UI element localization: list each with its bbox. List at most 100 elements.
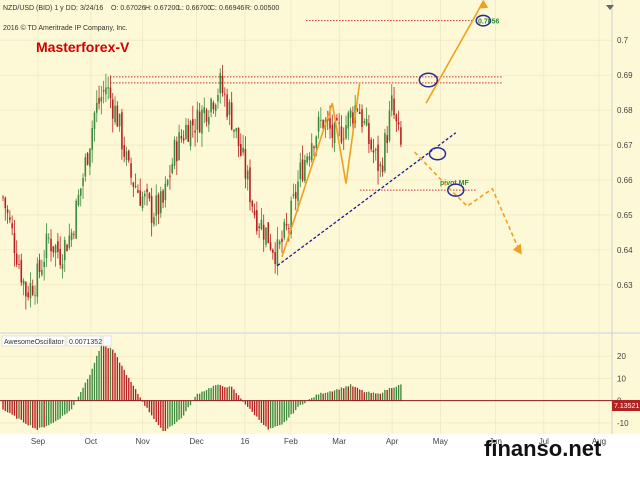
candle-body [224, 93, 226, 95]
candle-body [178, 132, 180, 161]
price-panel [0, 0, 612, 332]
candle-body [361, 109, 363, 128]
header-info: NZD/USD (BID) 1 y D D: 3/24/16 O: 0.6702… [3, 5, 279, 55]
candle-body [320, 119, 322, 121]
candle-body [148, 193, 151, 199]
candle-body [121, 112, 123, 150]
candle-body [352, 112, 354, 124]
candle-body [189, 121, 192, 147]
candle-body [102, 89, 105, 92]
candle-body [374, 149, 377, 151]
candle-body [41, 269, 43, 275]
candle-body [91, 128, 93, 150]
candle-body [283, 221, 286, 238]
price-axis-panel [612, 0, 640, 332]
candle-body [281, 238, 283, 243]
highlight-circle [428, 147, 447, 161]
candle-body [45, 233, 48, 259]
candle-body [253, 210, 256, 216]
candle-body [187, 124, 190, 142]
indicator-value-box [66, 335, 102, 347]
candle-body [34, 294, 36, 296]
candle-body [70, 232, 73, 241]
candle-body [381, 165, 384, 172]
oscillator-axis-panel [612, 334, 640, 434]
candle-body [52, 246, 55, 253]
candle-body [107, 87, 109, 89]
candle-body [20, 259, 23, 283]
candle-body [278, 241, 281, 245]
candle-body [246, 170, 249, 180]
oscillator-tick-label: -10 [617, 419, 629, 428]
time-tick-label: Feb [284, 437, 298, 446]
candle-body [242, 147, 244, 153]
time-tick-label: Aug [592, 437, 606, 446]
high-label: H: 0.67200 [145, 5, 179, 12]
candle-body [388, 110, 391, 141]
candle-body [9, 217, 11, 220]
candle-body [274, 252, 276, 264]
time-tick-label: Mar [332, 437, 346, 446]
candle-body [105, 87, 107, 95]
indicator-name-box[interactable] [1, 335, 66, 347]
indicator-value: 0.0071352 [69, 339, 102, 346]
candle-body [111, 99, 114, 119]
candle-body [171, 164, 174, 174]
candle-body [349, 110, 352, 118]
copyright-label: 2016 © TD Ameritrade IP Company, Inc. [3, 24, 128, 32]
candle-body [358, 112, 361, 114]
candle-body [6, 209, 9, 213]
time-tick-label: Sep [31, 437, 46, 446]
candle-body [47, 237, 50, 239]
dropdown-arrow-icon[interactable] [606, 5, 614, 10]
trend-line [277, 132, 457, 267]
price-tick-label: 0.63 [617, 281, 633, 290]
candle-body [134, 186, 137, 187]
candle-body [214, 104, 217, 112]
candle-body [166, 180, 169, 185]
candle-body [109, 87, 112, 99]
candle-body [342, 138, 345, 140]
candle-body [313, 146, 315, 149]
open-label: O: 0.67026 [111, 5, 146, 12]
candle-body [329, 118, 331, 129]
candle-body [116, 105, 119, 127]
candle-body [345, 124, 347, 139]
candle-body [304, 159, 306, 181]
candle-body [95, 102, 98, 113]
indicator-name: AwesomeOscillator [4, 339, 64, 346]
oscillator-series [2, 345, 402, 431]
candle-body [2, 196, 4, 198]
candle-body [368, 123, 370, 145]
candle-body [93, 112, 96, 129]
candle-body [390, 95, 393, 111]
candle-body [226, 94, 228, 117]
candle-body [68, 235, 71, 248]
candle-body [150, 196, 153, 223]
candle-body [175, 141, 178, 162]
candle-body [194, 130, 196, 133]
time-axis-background [0, 434, 640, 480]
candle-body [50, 238, 52, 252]
candle-body [25, 282, 27, 297]
candle-body [331, 124, 334, 138]
candle-body [201, 109, 203, 134]
candle-body [198, 111, 201, 133]
price-tick-label: 0.65 [617, 211, 633, 220]
candle-body [15, 253, 18, 265]
candle-body [164, 183, 167, 201]
candle-body [123, 145, 126, 157]
candle-body [377, 144, 379, 171]
time-tick-label: 16 [240, 437, 249, 446]
watermark: finanso.net [484, 436, 602, 461]
candle-body [43, 261, 45, 268]
candle-body [249, 167, 251, 203]
oscillator-tick-label: 20 [617, 352, 626, 361]
candle-body [288, 228, 290, 229]
candle-body [301, 159, 304, 181]
price-axis: 0.7 0.69 0.68 0.67 0.66 0.65 0.64 0.63 [617, 36, 633, 290]
price-tick-label: 0.64 [617, 246, 633, 255]
time-tick-label: Nov [135, 437, 149, 446]
candle-body [155, 195, 158, 216]
